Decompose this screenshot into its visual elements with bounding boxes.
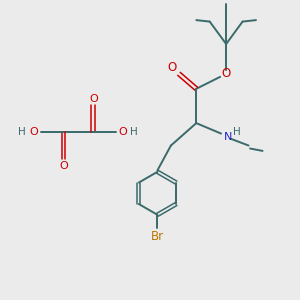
Text: Br: Br [151, 230, 164, 243]
Text: O: O [89, 94, 98, 103]
Text: H: H [18, 127, 26, 137]
Text: O: O [29, 127, 38, 137]
Text: O: O [168, 61, 177, 74]
Text: O: O [221, 68, 231, 80]
Text: N: N [224, 132, 232, 142]
Text: O: O [59, 160, 68, 170]
Text: O: O [119, 127, 128, 137]
Text: H: H [233, 127, 241, 137]
Text: H: H [130, 127, 138, 137]
